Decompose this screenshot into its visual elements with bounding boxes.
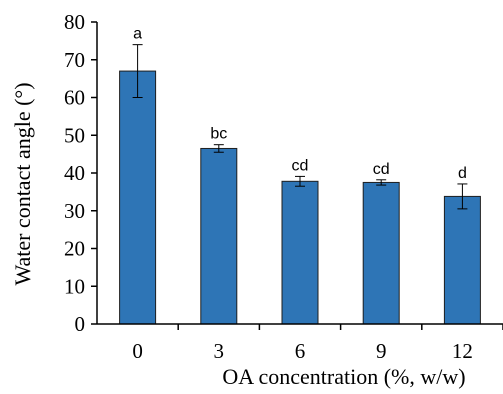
x-axis-ticks: 0 3 6 9 12 xyxy=(132,324,503,363)
bar xyxy=(281,180,319,325)
significance-label: cd xyxy=(292,157,309,174)
error-bars xyxy=(132,44,468,210)
x-tick-label: 6 xyxy=(295,339,306,363)
x-tick-label: 0 xyxy=(132,339,143,363)
significance-label: a xyxy=(133,26,142,43)
significance-label: bc xyxy=(210,126,227,143)
bar xyxy=(119,70,157,325)
bar xyxy=(443,195,481,325)
y-tick-label: 70 xyxy=(64,48,85,72)
y-tick-label: 0 xyxy=(75,312,86,336)
significance-labels: a bc cd cd d xyxy=(133,26,467,182)
x-tick-label: 9 xyxy=(376,339,387,363)
bar xyxy=(200,147,238,325)
bar xyxy=(362,181,400,325)
x-tick-label: 3 xyxy=(214,339,225,363)
y-axis-title: Water contact angle (°) xyxy=(10,82,35,285)
x-axis-title: OA concentration (%, w/w) xyxy=(222,364,465,389)
x-tick-label: 12 xyxy=(452,339,473,363)
y-tick-label: 50 xyxy=(64,123,85,147)
y-tick-label: 20 xyxy=(64,237,85,261)
y-axis-ticks: 0 10 20 30 40 50 60 70 80 xyxy=(64,10,97,336)
y-tick-label: 30 xyxy=(64,199,85,223)
bars xyxy=(119,70,481,325)
y-tick-label: 60 xyxy=(64,86,85,110)
y-tick-label: 40 xyxy=(64,161,85,185)
y-tick-label: 80 xyxy=(64,10,85,34)
significance-label: cd xyxy=(373,161,390,178)
significance-label: d xyxy=(458,165,467,182)
y-tick-label: 10 xyxy=(64,274,85,298)
